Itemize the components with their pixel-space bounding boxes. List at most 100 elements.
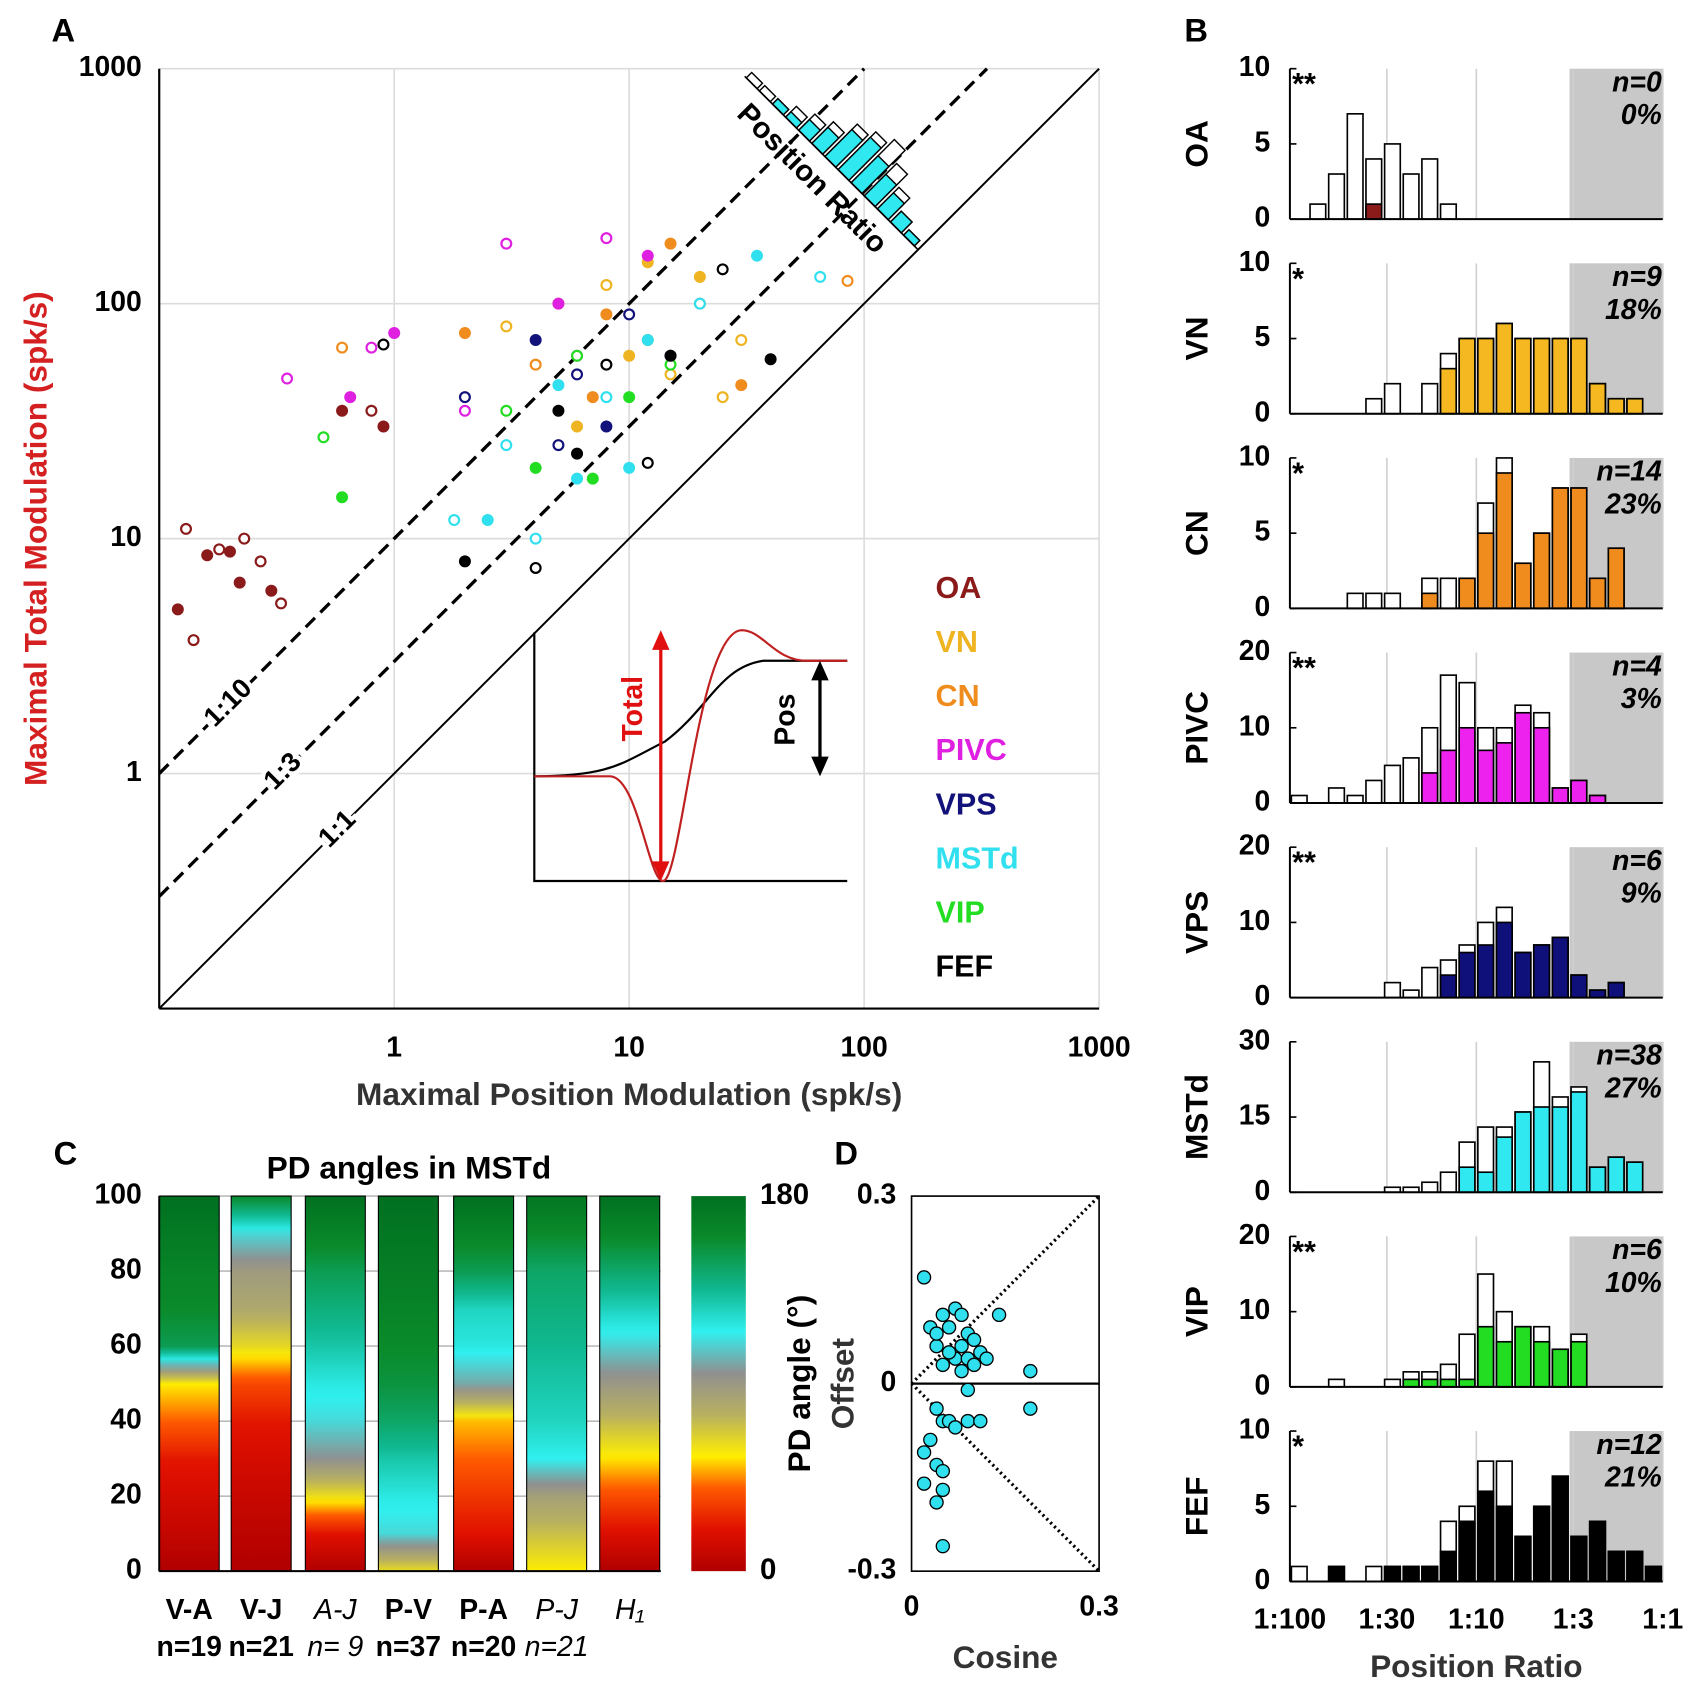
angle-segment <box>378 1346 439 1385</box>
n-label: n= 9 <box>307 1631 363 1663</box>
bar <box>1532 1106 1551 1194</box>
significance: ** <box>1292 1235 1316 1269</box>
data-point <box>571 349 584 362</box>
x-tick-label: 0.3 <box>1079 1591 1118 1623</box>
data-point <box>377 338 390 351</box>
bar <box>1644 1565 1663 1583</box>
angle-segment <box>378 1271 439 1310</box>
significance: * <box>1292 262 1304 296</box>
data-point <box>916 1445 932 1460</box>
data-point <box>458 555 471 568</box>
angle-segment <box>378 1308 439 1347</box>
data-point <box>529 532 542 545</box>
bar <box>1532 1340 1551 1388</box>
y-tick-label: 20 <box>1239 1219 1271 1251</box>
data-point <box>571 447 584 460</box>
data-point <box>500 237 513 250</box>
bar <box>1588 989 1607 999</box>
angle-segment <box>305 1271 366 1310</box>
colorbar-label: PD angle (°) <box>781 1295 817 1473</box>
data-point <box>180 522 193 535</box>
n-label: n=9 <box>1612 261 1662 293</box>
data-point <box>814 270 827 283</box>
data-point <box>973 1413 988 1429</box>
data-point <box>966 1332 982 1348</box>
bar <box>1551 1348 1569 1388</box>
data-point <box>600 279 613 292</box>
angle-segment <box>231 1458 292 1497</box>
data-point <box>960 1413 976 1429</box>
data-point <box>954 1307 969 1323</box>
n-label: n=12 <box>1596 1429 1662 1461</box>
angle-segment <box>231 1233 292 1272</box>
data-point <box>935 1307 951 1323</box>
data-point <box>600 391 613 404</box>
bar <box>1402 757 1420 804</box>
bar <box>1532 726 1551 804</box>
data-point <box>388 327 401 340</box>
y-tick-label: 1000 <box>79 51 142 83</box>
panel-label: D <box>834 1134 858 1171</box>
data-point <box>344 391 357 404</box>
data-point <box>929 1401 944 1416</box>
bar <box>1402 989 1420 999</box>
bar <box>1570 1091 1588 1194</box>
data-point <box>641 456 654 469</box>
data-point <box>600 308 613 321</box>
bar <box>1439 974 1458 999</box>
y-tick-label: 10 <box>1239 1294 1271 1326</box>
bar <box>1383 382 1402 415</box>
legend-entry: PIVC <box>936 733 1007 767</box>
bar <box>1365 203 1383 220</box>
bar <box>1458 1520 1476 1583</box>
data-point <box>458 327 471 340</box>
x-tick-label: V-J <box>240 1594 283 1626</box>
bar <box>1365 779 1383 804</box>
data-point <box>458 404 471 417</box>
y-tick-label: 0 <box>1255 396 1271 428</box>
data-point <box>600 420 613 433</box>
angle-segment <box>305 1383 366 1422</box>
data-point <box>336 404 349 417</box>
bar <box>1477 1490 1495 1583</box>
shaded-region <box>1569 652 1663 804</box>
x-tick-label: P-V <box>385 1594 432 1626</box>
angle-segment <box>378 1421 439 1460</box>
x-tick-label: H₁ <box>615 1594 644 1626</box>
y-tick-label: 0.3 <box>857 1179 896 1211</box>
angle-segment <box>231 1383 292 1422</box>
data-point <box>171 603 184 616</box>
angle-segment <box>159 1346 220 1385</box>
schematic-total-label: Total <box>617 676 649 742</box>
shaded-region <box>1569 68 1663 220</box>
angle-segment <box>159 1308 220 1347</box>
bar <box>1514 951 1532 999</box>
bar <box>1514 1325 1532 1388</box>
angle-segment <box>526 1458 587 1497</box>
data-point <box>735 334 748 347</box>
angle-segment <box>305 1308 366 1347</box>
bar <box>1588 577 1607 610</box>
bar <box>1514 1535 1532 1583</box>
angle-segment <box>231 1346 292 1385</box>
data-point <box>529 561 542 574</box>
x-tick-label: 1000 <box>1068 1031 1131 1063</box>
data-point <box>941 1320 957 1335</box>
x-tick-label: A-J <box>312 1594 357 1626</box>
n-label: n=19 <box>157 1631 222 1663</box>
bar <box>1439 1550 1458 1583</box>
bar <box>1588 382 1607 415</box>
angle-segment <box>378 1458 439 1497</box>
bar <box>1383 1378 1402 1388</box>
bar <box>1421 966 1439 999</box>
bar <box>1495 1340 1513 1388</box>
y-tick-label: 10 <box>1239 905 1271 937</box>
data-point <box>929 1495 944 1510</box>
data-point <box>935 1357 951 1373</box>
data-point <box>1023 1401 1038 1416</box>
n-label: n=6 <box>1612 1234 1662 1266</box>
data-point <box>929 1338 944 1354</box>
angle-segment <box>526 1346 587 1385</box>
bar <box>1551 337 1569 415</box>
angle-segment <box>378 1383 439 1422</box>
